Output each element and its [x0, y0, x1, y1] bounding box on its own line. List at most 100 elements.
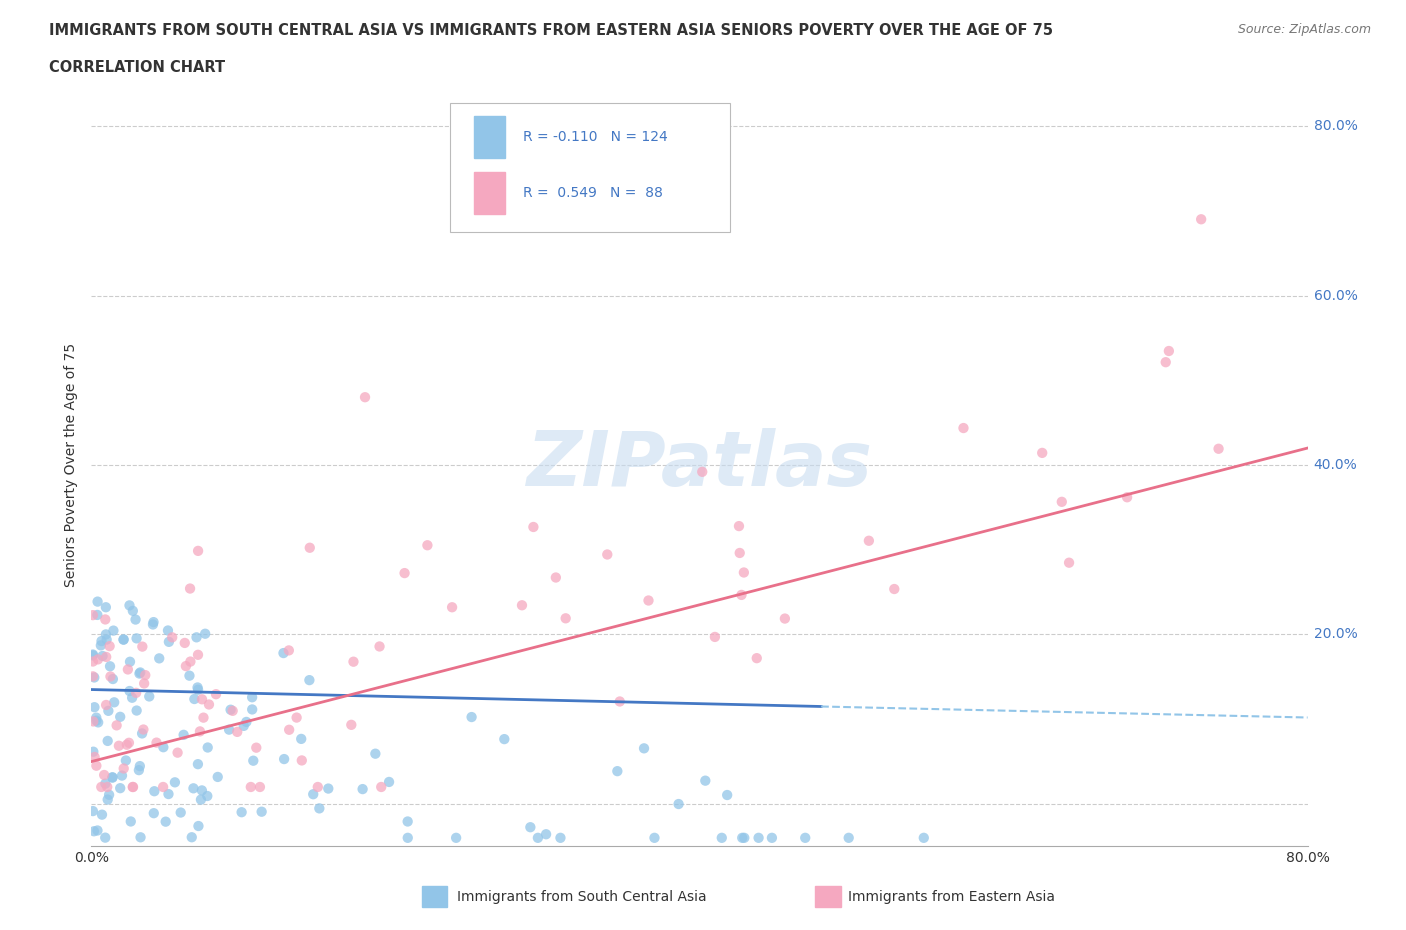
Point — [148, 651, 170, 666]
Point — [173, 727, 195, 742]
Point — [191, 783, 214, 798]
Point — [121, 690, 143, 705]
Point — [166, 745, 188, 760]
Point — [245, 740, 267, 755]
Point — [354, 390, 377, 405]
Point — [1157, 343, 1180, 358]
Text: Immigrants from South Central Asia: Immigrants from South Central Asia — [457, 889, 707, 904]
Point — [695, 773, 717, 788]
Text: 40.0%: 40.0% — [1313, 458, 1357, 472]
Point — [316, 781, 339, 796]
Point — [298, 540, 321, 555]
Point — [142, 615, 165, 630]
Point — [82, 654, 104, 669]
Point — [142, 805, 165, 820]
Point — [103, 623, 125, 638]
Point — [219, 702, 242, 717]
Point — [128, 763, 150, 777]
Point — [703, 630, 725, 644]
Point — [396, 814, 419, 829]
Point — [378, 775, 401, 790]
Point — [91, 807, 114, 822]
Text: 80.0%: 80.0% — [1313, 119, 1358, 133]
Point — [197, 740, 219, 755]
Point — [94, 830, 117, 845]
Point — [554, 611, 576, 626]
Point — [94, 600, 117, 615]
Point — [187, 757, 209, 772]
Point — [187, 647, 209, 662]
Point — [82, 648, 104, 663]
Point — [143, 784, 166, 799]
Point — [728, 546, 751, 561]
Point — [173, 635, 195, 650]
Point — [170, 805, 193, 820]
Point — [100, 669, 122, 684]
Point — [187, 818, 209, 833]
Point — [83, 824, 105, 839]
Y-axis label: Seniors Poverty Over the Age of 75: Seniors Poverty Over the Age of 75 — [65, 343, 79, 587]
Point — [308, 801, 330, 816]
Point — [122, 779, 145, 794]
Text: R =  0.549   N =  88: R = 0.549 N = 88 — [523, 186, 664, 200]
Point — [174, 658, 197, 673]
Point — [128, 666, 150, 681]
Point — [82, 607, 104, 622]
Point — [1057, 555, 1080, 570]
Text: Source: ZipAtlas.com: Source: ZipAtlas.com — [1237, 23, 1371, 36]
Point — [98, 788, 121, 803]
Point — [444, 830, 467, 845]
Point — [494, 732, 516, 747]
Point — [179, 581, 201, 596]
Point — [129, 830, 152, 844]
Point — [221, 703, 243, 718]
Point — [522, 520, 544, 535]
Point — [108, 710, 131, 724]
Point — [188, 724, 211, 738]
Point — [183, 692, 205, 707]
Point — [112, 632, 135, 647]
Point — [180, 830, 202, 844]
Point — [190, 792, 212, 807]
Point — [83, 750, 105, 764]
Point — [643, 830, 665, 845]
Point — [730, 588, 752, 603]
Point — [187, 683, 209, 698]
Point — [342, 655, 364, 670]
Point — [157, 634, 180, 649]
Point — [90, 633, 112, 648]
Point — [156, 623, 179, 638]
Point — [527, 830, 550, 845]
Point — [1050, 495, 1073, 510]
Point — [134, 676, 156, 691]
Point — [138, 689, 160, 704]
Point — [112, 632, 135, 647]
Point — [105, 718, 128, 733]
Point — [152, 739, 174, 754]
Point — [596, 547, 619, 562]
Point — [91, 648, 114, 663]
Point — [97, 792, 120, 807]
Point — [94, 612, 117, 627]
Point — [82, 647, 104, 662]
Point — [278, 723, 301, 737]
Point — [145, 736, 167, 751]
Point — [160, 630, 183, 644]
Point — [118, 598, 141, 613]
Point — [364, 746, 387, 761]
Point — [205, 686, 228, 701]
Point — [90, 638, 112, 653]
Point — [82, 714, 104, 729]
Point — [232, 719, 254, 734]
Point — [157, 787, 180, 802]
Point — [125, 703, 148, 718]
Point — [83, 699, 105, 714]
Point — [134, 668, 156, 683]
Text: Immigrants from Eastern Asia: Immigrants from Eastern Asia — [848, 889, 1054, 904]
Point — [179, 654, 201, 669]
Point — [242, 753, 264, 768]
Point — [298, 672, 321, 687]
Point — [550, 830, 572, 845]
Point — [952, 420, 974, 435]
Text: 60.0%: 60.0% — [1313, 288, 1358, 302]
